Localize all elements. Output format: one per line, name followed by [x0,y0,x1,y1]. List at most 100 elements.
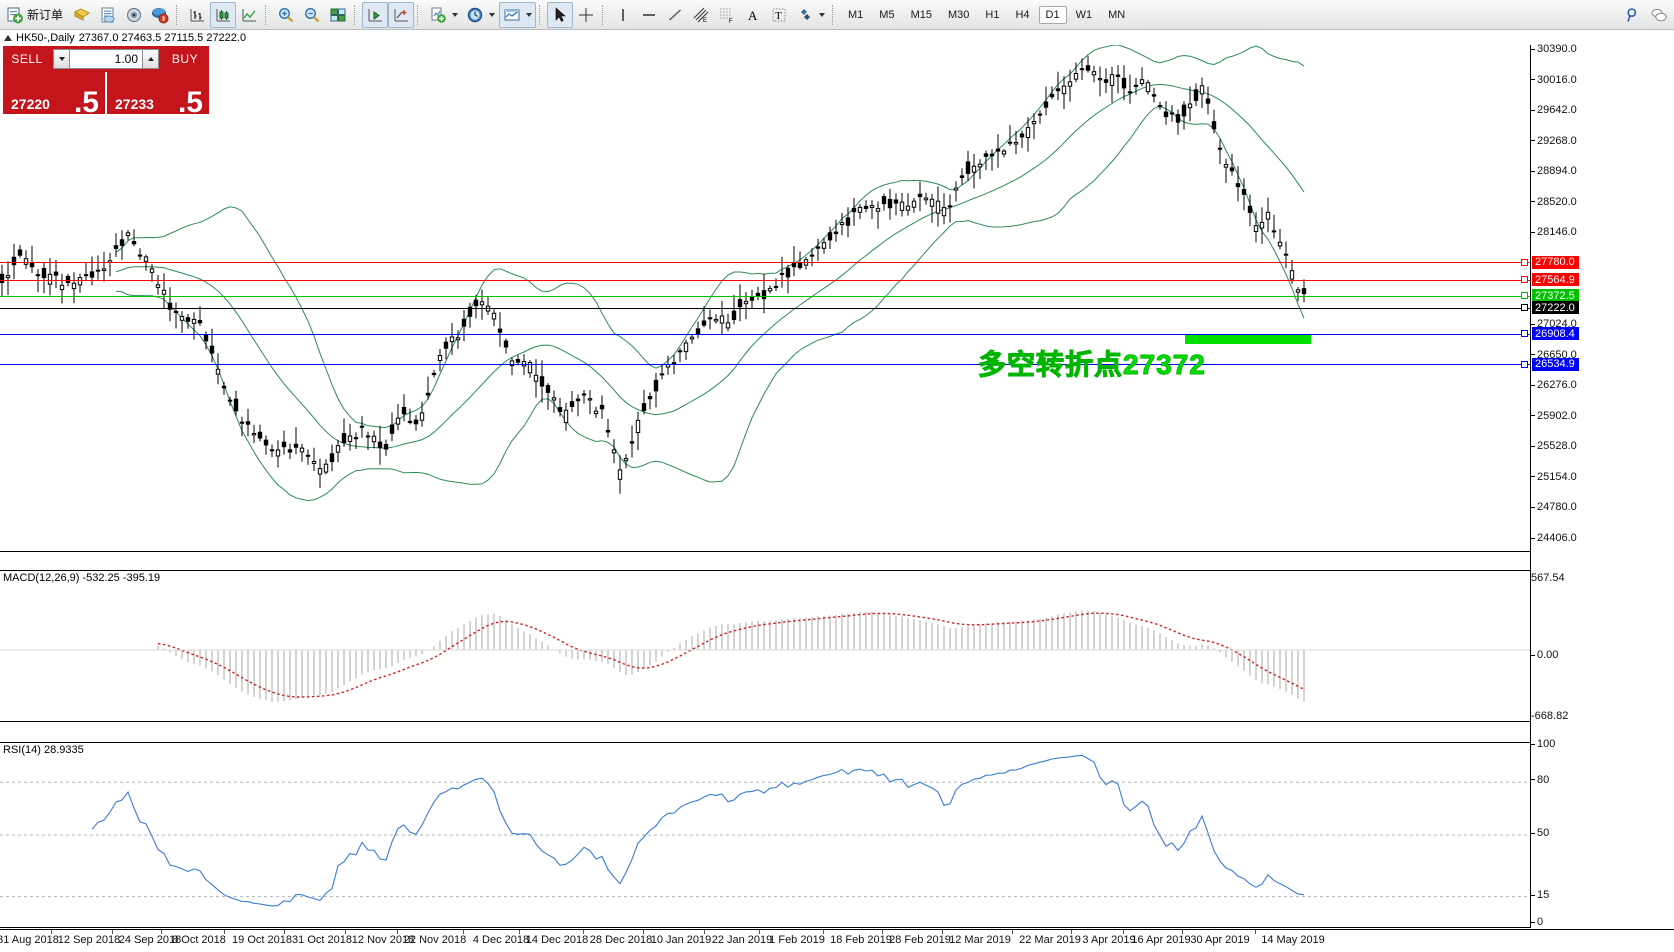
toolbar-tile-windows-button[interactable] [325,2,351,28]
chevron-down-icon[interactable] [489,12,496,17]
price-pane[interactable]: 多空转折点27372 [0,45,1530,552]
toolbar-auto-scroll-button[interactable] [362,1,389,28]
toolbar-separator [832,4,838,25]
level-handle[interactable] [1521,276,1528,284]
chat-icon [1650,6,1668,24]
macd-tick: -668.82 [1531,710,1569,722]
toolbar-new-order-button[interactable]: 新订单 [2,2,69,28]
level-line[interactable] [0,333,1530,335]
timeframe-w1[interactable]: W1 [1075,8,1093,21]
chart-symbol-label: HK50-,Daily [16,32,75,44]
new-order-icon [6,6,24,24]
svg-text:T: T [775,10,782,22]
timeframe-m15[interactable]: M15 [910,8,932,21]
date-label: 14 May 2019 [1261,934,1325,946]
date-label: 28 Feb 2019 [889,934,951,946]
zoom-out-icon [303,6,321,24]
volume-decrement-button[interactable] [53,49,70,69]
toolbar-line-chart-button[interactable] [236,2,262,28]
date-label: 22 Jan 2019 [711,934,773,946]
level-price-badge[interactable]: 26534.9 [1532,357,1579,371]
svg-text:E: E [703,18,707,24]
level-line[interactable] [0,364,1530,365]
level-line[interactable] [0,279,1530,281]
toolbar-shapes-button[interactable] [792,2,829,28]
toolbar-data-window-button[interactable] [95,2,121,28]
level-line[interactable] [0,262,1530,264]
toolbar-periods-button[interactable] [462,2,499,28]
toolbar-trendline-button[interactable] [662,2,688,28]
timeframe-m1[interactable]: M1 [848,8,864,21]
buy-button[interactable]: 27233 .5 [107,72,209,114]
toolbar-templates-menu-button[interactable] [499,1,537,28]
timeframe-h1[interactable]: H1 [985,8,1000,21]
level-line[interactable] [0,307,1530,309]
level-price-badge[interactable]: 27222.0 [1532,301,1579,315]
level-handle[interactable] [1521,330,1528,337]
level-handle[interactable] [1521,360,1528,368]
cursor-icon [551,6,569,24]
indicators-icon [429,6,447,24]
toolbar-search-button[interactable] [1620,2,1646,28]
timeframe-mn[interactable]: MN [1108,8,1126,21]
level-handle[interactable] [1521,304,1528,312]
channel-icon: E [692,6,710,24]
toolbar-horizontal-line-button[interactable] [636,2,662,28]
toolbar-separator [176,4,182,25]
sell-button[interactable]: 27220 .5 [3,72,105,114]
date-tick [882,930,883,934]
line-chart-icon [240,6,258,24]
level-price-badge[interactable]: 27372.5 [1532,289,1579,303]
toolbar-templates-button[interactable] [69,2,95,28]
toolbar-zoom-out-button[interactable] [299,2,325,28]
toolbar-fibonacci-button[interactable]: F [714,2,740,28]
volume-value[interactable]: 1.00 [70,49,142,69]
timeframe-d1[interactable]: D1 [1038,5,1067,24]
toolbar-cursor-button[interactable] [547,1,574,28]
toolbar-text-label-button[interactable]: T [766,2,792,28]
level-handle[interactable] [1521,258,1528,266]
toolbar-bar-chart-button[interactable] [184,2,210,28]
rsi-pane[interactable]: RSI(14) 28.9335 [0,742,1530,928]
collapse-arrow-icon[interactable] [4,35,12,41]
toolbar-chat-button[interactable] [1646,2,1672,28]
toolbar-navigator-button[interactable] [121,2,147,28]
toolbar-indicators-button[interactable] [425,2,462,28]
toolbar-autotrading-button[interactable] [147,2,173,28]
date-label: 10 Jan 2019 [650,934,712,946]
toolbar-channel-button[interactable]: E [688,2,714,28]
trade-panel[interactable]: SELL 1.00 BUY 27220 .5 27233 .5 [3,46,209,114]
price-scale[interactable]: 30390.0 30016.0 29642.0 29268.0 28894.0 28520… [1530,43,1674,928]
macd-tick: 567.54 [1531,572,1565,584]
date-tick [51,930,52,934]
toolbar-candlestick-chart-button[interactable] [210,1,237,28]
crosshair-icon [577,6,595,24]
level-price-badge[interactable]: 27564.9 [1532,273,1579,287]
date-tick [397,930,398,934]
macd-pane[interactable]: MACD(12,26,9) -532.25 -395.19 [0,570,1530,722]
volume-increment-button[interactable] [142,49,159,69]
toolbar-zoom-in-button[interactable] [273,2,299,28]
toolbar-separator [539,4,545,25]
volume-stepper[interactable]: 1.00 [51,46,161,72]
chevron-down-icon[interactable] [526,12,533,17]
level-line[interactable] [0,295,1530,297]
toolbar-vertical-line-button[interactable] [610,2,636,28]
main-toolbar: 新订单 [0,0,1674,30]
timeframe-m30[interactable]: M30 [947,8,970,21]
toolbar-crosshair-button[interactable] [573,2,599,28]
date-label: 14 Dec 2018 [525,934,589,946]
level-price-badge[interactable]: 26908.4 [1532,327,1579,340]
level-handle[interactable] [1521,292,1528,300]
date-label: 19 Oct 2018 [232,934,292,946]
timeframe-m5[interactable]: M5 [879,8,895,21]
text-icon: A [744,6,762,24]
timeframe-h4[interactable]: H4 [1015,8,1030,21]
toolbar-chart-shift-button[interactable] [388,1,415,28]
chevron-down-icon[interactable] [452,12,459,17]
date-label: 8 Oct 2018 [172,934,226,946]
level-price-badge[interactable]: 27780.0 [1532,255,1579,269]
chevron-down-icon[interactable] [819,12,826,17]
toolbar-text-button[interactable]: A [740,2,766,28]
trade-panel-top: SELL 1.00 BUY [3,46,209,72]
